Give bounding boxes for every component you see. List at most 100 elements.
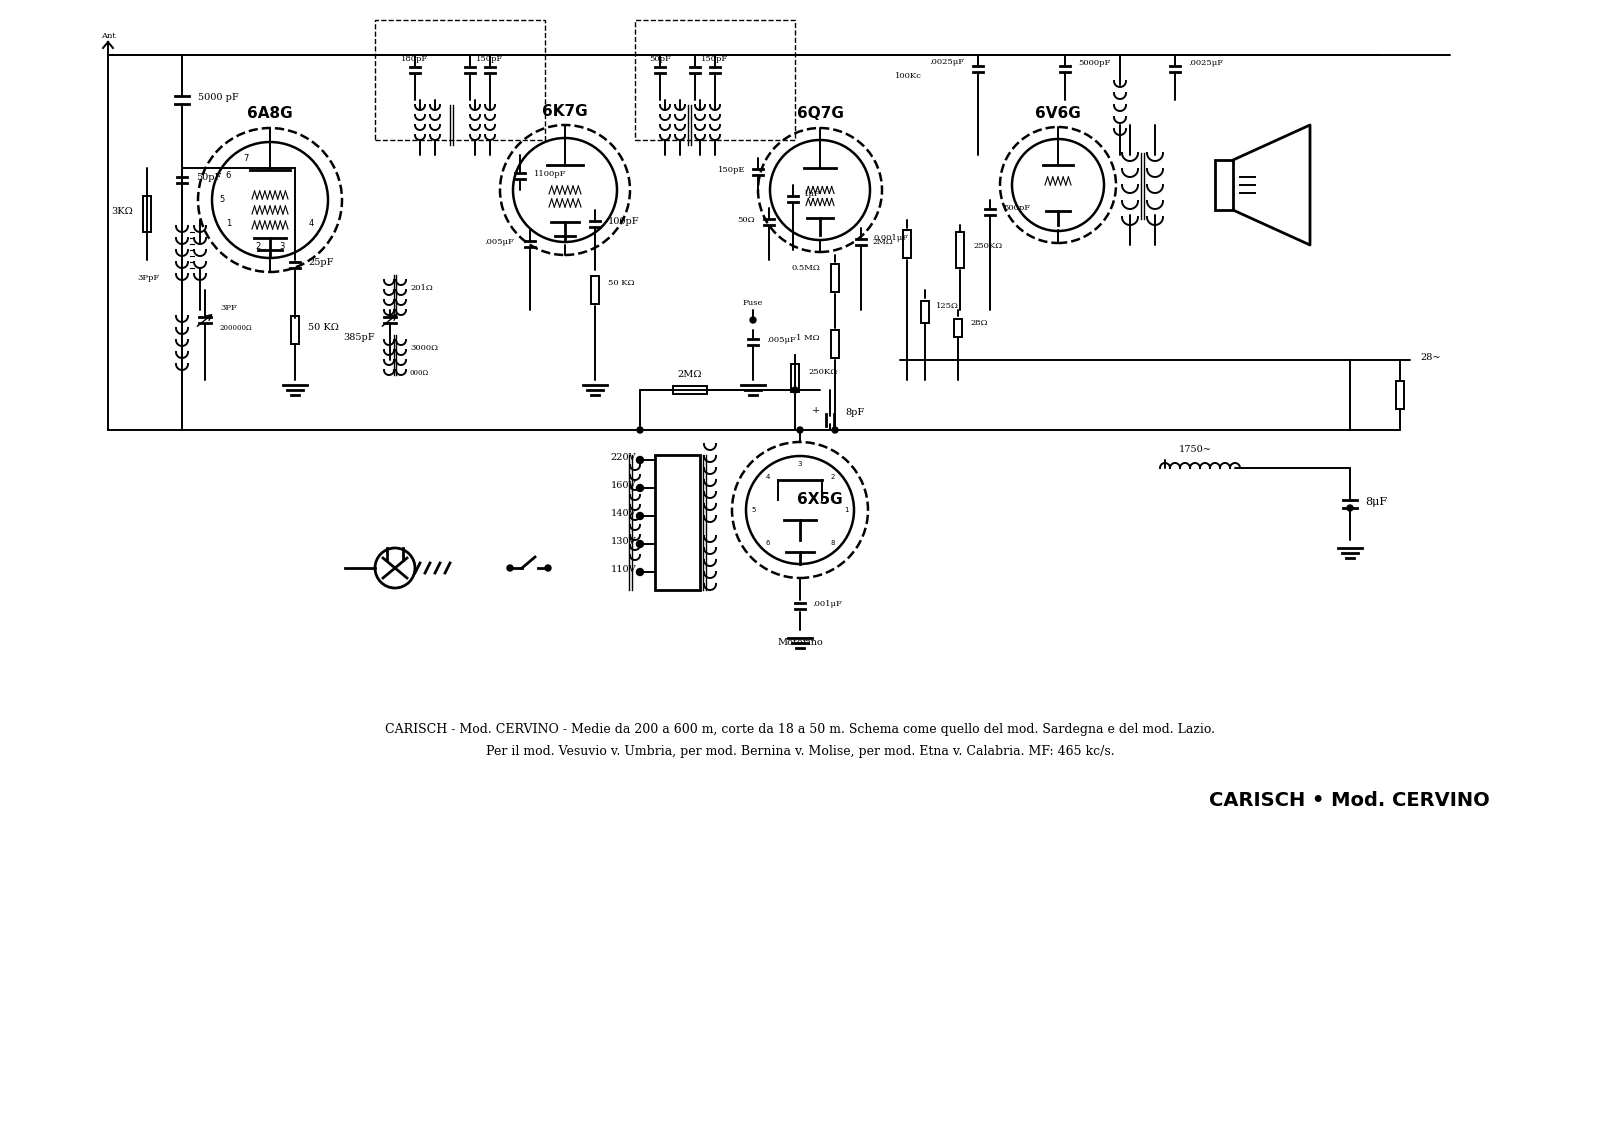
- Bar: [374, 20, 546, 140]
- Text: 50 KΩ: 50 KΩ: [307, 323, 339, 333]
- Text: 125Ω: 125Ω: [936, 302, 958, 310]
- Bar: [1395, 381, 1405, 409]
- Circle shape: [637, 484, 643, 492]
- Text: 1100pF: 1100pF: [534, 170, 566, 178]
- Text: 7: 7: [798, 553, 802, 559]
- Text: 250KΩ: 250KΩ: [808, 368, 837, 375]
- Text: Per il mod. Vesuvio v. Umbria, per mod. Bernina v. Molise, per mod. Etna v. Cala: Per il mod. Vesuvio v. Umbria, per mod. …: [486, 745, 1114, 759]
- Circle shape: [792, 387, 798, 392]
- Circle shape: [1347, 506, 1354, 511]
- Bar: [957, 232, 963, 268]
- Text: 5: 5: [219, 196, 224, 205]
- Text: 500pF: 500pF: [1003, 204, 1030, 211]
- Text: 6K7G: 6K7G: [542, 104, 587, 119]
- Text: 150pF: 150pF: [477, 55, 504, 63]
- Text: 3KΩ: 3KΩ: [112, 207, 133, 216]
- Bar: [654, 455, 701, 590]
- Bar: [790, 364, 798, 392]
- Circle shape: [637, 428, 643, 433]
- Text: 6X5G: 6X5G: [797, 492, 843, 508]
- Text: 6Q7G: 6Q7G: [797, 106, 843, 121]
- Text: +: +: [811, 406, 819, 415]
- Bar: [291, 316, 299, 344]
- Text: 100Kc: 100Kc: [894, 72, 922, 80]
- Text: 8: 8: [830, 539, 835, 545]
- Text: 200000Ω: 200000Ω: [221, 323, 253, 333]
- Text: 6A8G: 6A8G: [246, 106, 293, 121]
- Circle shape: [637, 512, 643, 519]
- Text: 180pF: 180pF: [402, 55, 429, 63]
- Text: 0.5MΩ: 0.5MΩ: [792, 264, 819, 271]
- Text: 1: 1: [226, 219, 230, 228]
- Text: CARISCH • Mod. CERVINO: CARISCH • Mod. CERVINO: [1210, 791, 1490, 810]
- Text: 6V6G: 6V6G: [1035, 105, 1082, 121]
- Bar: [830, 330, 838, 359]
- Text: 150pE: 150pE: [717, 166, 746, 174]
- Text: 110V: 110V: [610, 566, 637, 575]
- Text: 100pF: 100pF: [608, 217, 640, 226]
- Text: 28Ω: 28Ω: [970, 319, 987, 327]
- Text: 28~: 28~: [1421, 353, 1440, 362]
- Text: 6: 6: [226, 172, 230, 181]
- Bar: [830, 264, 838, 292]
- Bar: [590, 276, 598, 304]
- Text: Motorino: Motorino: [778, 638, 822, 647]
- Text: 5000pF: 5000pF: [1078, 59, 1110, 67]
- Text: 3: 3: [280, 242, 285, 251]
- Text: 3: 3: [798, 461, 802, 467]
- Text: Fuse: Fuse: [742, 299, 763, 307]
- Text: 5: 5: [752, 507, 757, 513]
- Bar: [142, 196, 150, 232]
- Text: .005μF: .005μF: [766, 336, 795, 344]
- Text: .005μF: .005μF: [485, 238, 514, 247]
- Text: 250KΩ: 250KΩ: [973, 242, 1002, 250]
- Text: 50 KΩ: 50 KΩ: [608, 279, 635, 287]
- Text: 6: 6: [765, 539, 770, 545]
- Text: 220V: 220V: [610, 454, 637, 461]
- Circle shape: [507, 566, 514, 571]
- Text: 8pF: 8pF: [845, 408, 864, 417]
- Text: .0025μF: .0025μF: [1187, 59, 1222, 67]
- Bar: [902, 230, 910, 258]
- Text: 2MΩ: 2MΩ: [872, 238, 893, 247]
- Text: 1 MΩ: 1 MΩ: [797, 334, 819, 342]
- Text: 3PF: 3PF: [221, 304, 237, 312]
- Circle shape: [797, 428, 803, 433]
- Text: 8μF: 8μF: [1365, 497, 1387, 507]
- Text: 5000 pF: 5000 pF: [198, 93, 238, 102]
- Bar: [922, 301, 930, 323]
- Text: 4: 4: [309, 219, 314, 228]
- Bar: [1214, 159, 1234, 210]
- Text: 50pF: 50pF: [195, 173, 221, 182]
- Circle shape: [750, 317, 757, 323]
- Text: 140V: 140V: [610, 509, 637, 518]
- Text: .001μF: .001μF: [813, 601, 842, 608]
- Text: CARISCH - Mod. CERVINO - Medie da 200 a 600 m, corte da 18 a 50 m. Schema come q: CARISCH - Mod. CERVINO - Medie da 200 a …: [386, 724, 1214, 736]
- Bar: [635, 20, 795, 140]
- Text: 201Ω: 201Ω: [410, 284, 432, 292]
- Text: 150pF: 150pF: [701, 55, 728, 63]
- Text: 50Ω: 50Ω: [738, 216, 755, 224]
- Text: 160V: 160V: [611, 481, 637, 490]
- Text: 385pF: 385pF: [344, 333, 374, 342]
- Circle shape: [637, 541, 643, 547]
- Text: 2MΩ: 2MΩ: [678, 370, 702, 379]
- Text: 1µF: 1µF: [805, 190, 821, 198]
- Text: 2: 2: [254, 242, 261, 251]
- Text: 1750~: 1750~: [1179, 444, 1211, 454]
- Text: Ant: Ant: [101, 32, 115, 40]
- Text: 130V: 130V: [610, 537, 637, 546]
- Text: 50pF: 50pF: [650, 55, 670, 63]
- Circle shape: [546, 566, 550, 571]
- Circle shape: [832, 428, 838, 433]
- Text: 000Ω: 000Ω: [410, 369, 429, 377]
- Bar: [954, 319, 962, 337]
- Text: 4: 4: [765, 475, 770, 481]
- Text: 2: 2: [830, 475, 835, 481]
- Circle shape: [637, 569, 643, 576]
- Bar: [674, 386, 707, 394]
- Text: 3PpF: 3PpF: [138, 274, 160, 282]
- Circle shape: [637, 457, 643, 464]
- Text: 3000Ω: 3000Ω: [410, 344, 438, 352]
- Text: 1: 1: [843, 507, 848, 513]
